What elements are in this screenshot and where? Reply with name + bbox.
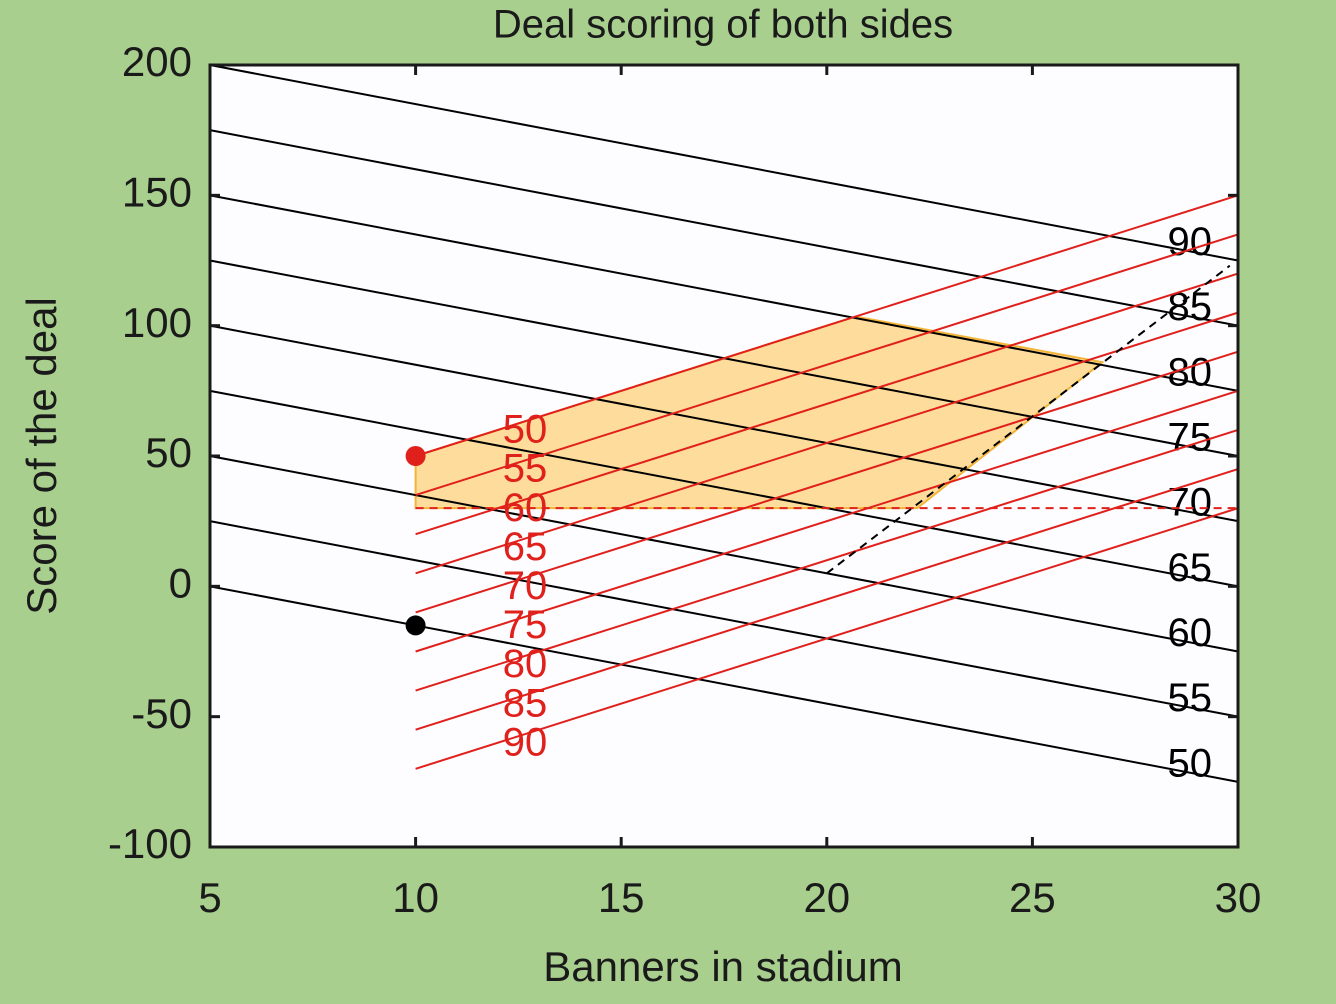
series-line bbox=[209, 129, 1239, 327]
point bbox=[405, 615, 426, 636]
series-line bbox=[209, 520, 1239, 718]
series-line bbox=[209, 64, 1239, 262]
series-line bbox=[415, 194, 1239, 457]
series-line bbox=[209, 585, 1239, 783]
series-line bbox=[415, 233, 1239, 497]
series-line bbox=[209, 194, 1239, 392]
line-label: 85 bbox=[503, 681, 548, 725]
line-label: 65 bbox=[1168, 546, 1213, 590]
line-label: 55 bbox=[1168, 676, 1213, 720]
series-line bbox=[415, 389, 1239, 653]
line-label: 60 bbox=[503, 486, 548, 530]
line-label: 70 bbox=[503, 564, 548, 608]
series-line bbox=[415, 468, 1239, 731]
series-line bbox=[209, 324, 1239, 523]
series-line bbox=[209, 389, 1239, 588]
line-label: 75 bbox=[503, 603, 548, 647]
x-tick-label: 10 bbox=[392, 874, 439, 921]
chart-title: Deal scoring of both sides bbox=[493, 3, 953, 47]
x-tick-label: 25 bbox=[1009, 874, 1056, 921]
line-label: 80 bbox=[503, 642, 548, 686]
series-line bbox=[415, 272, 1239, 536]
y-tick-label: 200 bbox=[122, 38, 192, 85]
line-label: 50 bbox=[1168, 741, 1213, 785]
series-line bbox=[826, 264, 1231, 575]
y-tick-label: 150 bbox=[122, 168, 192, 215]
line-label: 90 bbox=[1168, 220, 1213, 264]
y-tick-label: 100 bbox=[122, 299, 192, 346]
x-axis-label: Banners in stadium bbox=[543, 943, 903, 990]
x-tick-label: 5 bbox=[198, 874, 221, 921]
point bbox=[405, 446, 426, 466]
line-label: 75 bbox=[1168, 416, 1213, 460]
series-line bbox=[415, 350, 1239, 614]
y-tick-label: 0 bbox=[169, 559, 192, 606]
line-label: 55 bbox=[503, 447, 548, 491]
x-tick-label: 20 bbox=[803, 874, 850, 921]
x-tick-label: 15 bbox=[598, 874, 645, 921]
x-tick-label: 30 bbox=[1215, 874, 1262, 921]
line-label: 65 bbox=[503, 525, 548, 569]
series-line bbox=[415, 428, 1239, 692]
series-line bbox=[415, 507, 1239, 770]
y-tick-label: -50 bbox=[131, 690, 192, 737]
series-line bbox=[415, 311, 1239, 575]
line-label: 50 bbox=[503, 408, 548, 452]
y-axis-label: Score of the deal bbox=[18, 297, 65, 615]
line-label: 60 bbox=[1168, 611, 1213, 655]
line-label: 90 bbox=[503, 720, 548, 764]
y-tick-label: -100 bbox=[108, 820, 192, 867]
y-tick-label: 50 bbox=[145, 429, 192, 476]
